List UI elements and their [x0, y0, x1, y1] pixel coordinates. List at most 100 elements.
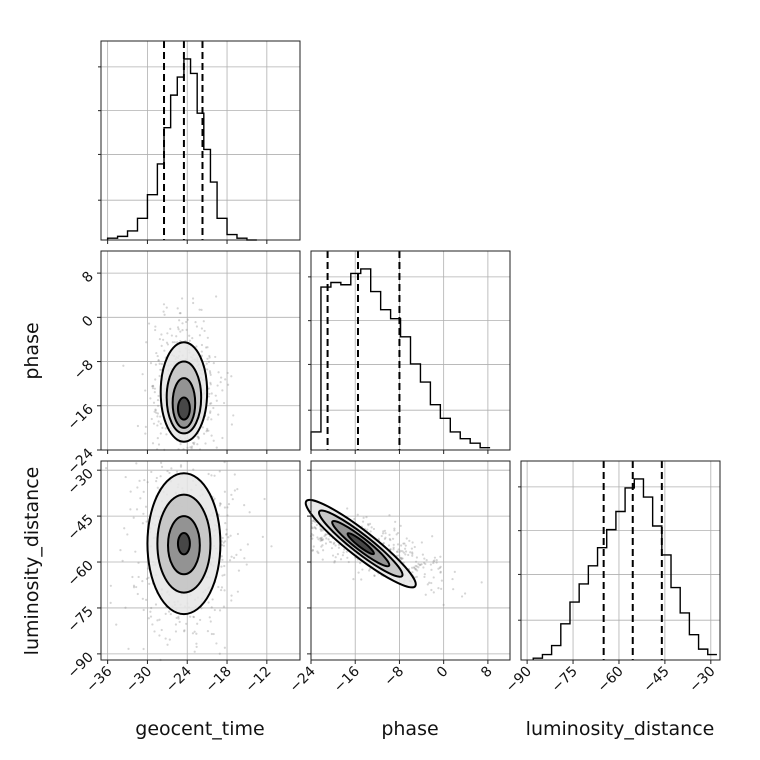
- scatter-point: [415, 556, 419, 559]
- y-tick-label: −45: [65, 512, 97, 544]
- scatter-point: [389, 538, 392, 542]
- scatter-point: [168, 638, 171, 641]
- scatter-point: [200, 308, 203, 311]
- scatter-point: [339, 558, 343, 561]
- scatter-point: [392, 543, 395, 546]
- scatter-point: [176, 307, 179, 310]
- scatter-point: [419, 563, 422, 566]
- scatter-point: [463, 592, 467, 595]
- scatter-point: [209, 411, 212, 414]
- y-tick-label: −8: [71, 357, 97, 383]
- scatter-point: [124, 606, 127, 609]
- scatter-point: [384, 532, 387, 535]
- scatter-point: [312, 545, 315, 548]
- scatter-point: [177, 328, 180, 331]
- scatter-point: [185, 622, 188, 625]
- scatter-point: [220, 543, 224, 547]
- scatter-point: [225, 532, 228, 536]
- scatter-point: [212, 406, 215, 410]
- scatter-point: [362, 516, 365, 519]
- scatter-point: [210, 434, 213, 437]
- scatter-point: [412, 566, 416, 569]
- scatter-point: [312, 520, 316, 523]
- scatter-point: [152, 401, 156, 404]
- scatter-point: [186, 318, 189, 321]
- scatter-point: [211, 598, 214, 601]
- scatter-point: [156, 437, 159, 440]
- scatter-point: [328, 540, 331, 543]
- scatter-point: [430, 581, 433, 585]
- scatter-point: [202, 320, 205, 323]
- scatter-point: [156, 404, 160, 407]
- scatter-point: [158, 338, 161, 341]
- scatter-point: [346, 556, 349, 559]
- scatter-point: [213, 474, 216, 477]
- scatter-point: [195, 632, 198, 635]
- scatter-point: [321, 558, 324, 561]
- scatter-point: [152, 422, 156, 425]
- scatter-point: [217, 371, 220, 374]
- scatter-point: [206, 418, 209, 421]
- scatter-point: [165, 433, 168, 436]
- scatter-point: [261, 535, 264, 538]
- scatter-point: [210, 632, 213, 636]
- scatter-point: [440, 587, 443, 590]
- x-tick-label: −90: [503, 664, 535, 696]
- scatter-point: [435, 561, 438, 564]
- scatter-point: [207, 360, 211, 363]
- scatter-point: [200, 354, 203, 357]
- scatter-point: [134, 550, 137, 553]
- scatter-point: [236, 532, 240, 536]
- scatter-point: [432, 561, 435, 565]
- scatter-point: [160, 333, 163, 336]
- scatter-point: [396, 531, 400, 535]
- scatter-point: [383, 529, 387, 532]
- scatter-point: [460, 595, 464, 598]
- scatter-point: [165, 341, 169, 344]
- scatter-point: [393, 529, 396, 532]
- scatter-point: [206, 357, 209, 360]
- scatter-point: [367, 522, 370, 526]
- scatter-point: [322, 549, 325, 552]
- scatter-point: [320, 539, 323, 542]
- scatter-point: [206, 429, 209, 432]
- scatter-point: [319, 537, 322, 540]
- scatter-point: [200, 343, 204, 347]
- x-tick-label: −24: [287, 663, 319, 695]
- scatter-point: [398, 551, 401, 554]
- scatter-point: [126, 533, 129, 536]
- scatter-point: [124, 475, 127, 479]
- scatter-point: [162, 303, 166, 306]
- scatter-point: [196, 443, 199, 446]
- scatter-point: [321, 529, 324, 532]
- scatter-point: [361, 520, 365, 523]
- scatter-point: [437, 567, 440, 570]
- scatter-point: [227, 536, 230, 539]
- scatter-point: [343, 548, 346, 551]
- scatter-point: [207, 472, 210, 476]
- scatter-point: [142, 512, 145, 515]
- scatter-point: [377, 537, 380, 540]
- scatter-point: [437, 587, 440, 590]
- scatter-point: [155, 480, 158, 483]
- scatter-point: [207, 416, 210, 419]
- scatter-point: [417, 562, 420, 565]
- scatter-point: [439, 555, 442, 558]
- scatter-point: [179, 443, 182, 446]
- scatter-point: [192, 468, 195, 471]
- scatter-point: [361, 568, 364, 571]
- scatter-point: [210, 392, 213, 395]
- scatter-point: [221, 536, 224, 540]
- scatter-point: [311, 548, 315, 552]
- scatter-point: [197, 437, 200, 440]
- scatter-point: [142, 608, 145, 612]
- scatter-point: [314, 527, 318, 530]
- scatter-point: [235, 553, 238, 556]
- scatter-point: [164, 637, 167, 640]
- scatter-point: [146, 481, 149, 484]
- x-tick-label: −30: [123, 664, 155, 696]
- scatter-point: [141, 580, 144, 583]
- scatter-point: [199, 618, 202, 622]
- scatter-point: [380, 534, 383, 538]
- scatter-point: [186, 446, 189, 449]
